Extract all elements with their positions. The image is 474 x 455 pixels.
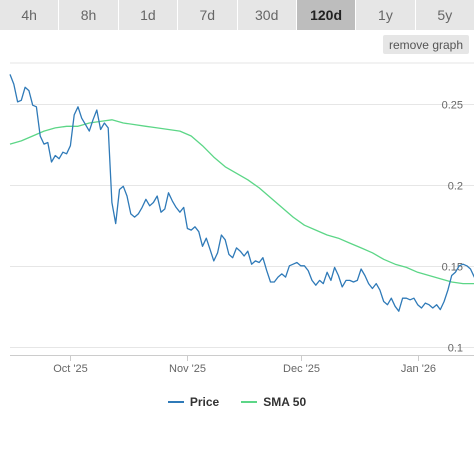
tab-1y[interactable]: 1y (356, 0, 415, 30)
tab-120d[interactable]: 120d (296, 0, 356, 30)
price-series-line (9, 74, 474, 312)
legend-label-price: Price (189, 395, 220, 409)
tab-1d[interactable]: 1d (118, 0, 178, 30)
tab-30d[interactable]: 30d (237, 0, 296, 30)
remove-graph-button[interactable]: remove graph (383, 35, 469, 54)
sma50-series-line (9, 119, 474, 285)
x-tick-label: Jan '26 (401, 363, 436, 375)
legend-item-sma50[interactable]: SMA 50 (241, 395, 306, 409)
y-tick-label: 0.2 (448, 181, 463, 193)
y-tick-label: 0.15 (442, 262, 463, 274)
tab-8h[interactable]: 8h (59, 0, 118, 30)
legend-label-sma50: SMA 50 (263, 395, 307, 409)
chart-legend: Price SMA 50 (0, 392, 474, 412)
legend-swatch-price (167, 401, 184, 403)
legend-swatch-sma50 (241, 401, 258, 403)
tab-5y[interactable]: 5y (415, 0, 474, 30)
y-tick-label: 0.25 (442, 100, 463, 112)
x-tick-label: Nov '25 (169, 363, 206, 375)
x-tick-label: Oct '25 (53, 363, 88, 375)
tab-4h[interactable]: 4h (0, 0, 59, 30)
y-tick-label: 0.1 (448, 343, 463, 355)
x-tick-label: Dec '25 (283, 363, 320, 375)
tab-7d[interactable]: 7d (178, 0, 237, 30)
timeframe-tabs: 4h 8h 1d 7d 30d 120d 1y 5y (0, 0, 474, 30)
legend-item-price[interactable]: Price (167, 395, 220, 409)
